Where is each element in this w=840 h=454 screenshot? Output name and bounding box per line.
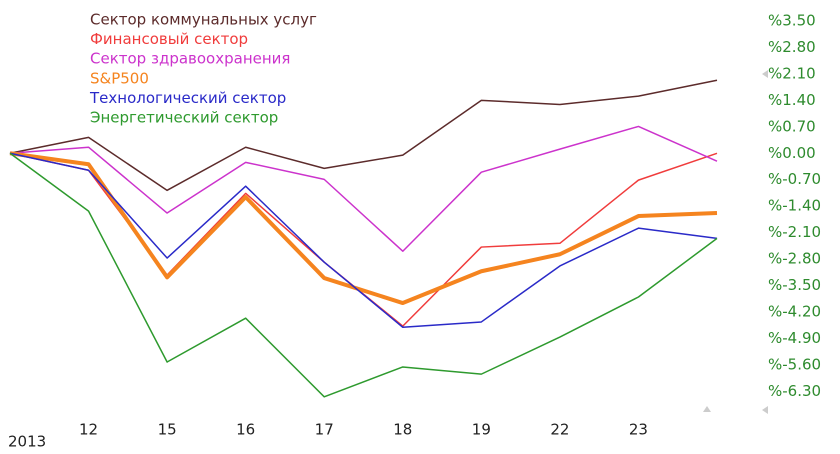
- x-tick-label: 12: [79, 421, 98, 439]
- x-tick-label: 16: [236, 421, 255, 439]
- x-tick-label: 22: [550, 421, 569, 439]
- y-tick-label: %2.10: [768, 64, 816, 82]
- line-series: [9, 152, 718, 328]
- scroll-arrow: [762, 406, 768, 414]
- legend-entry: Сектор коммунальных услуг: [90, 11, 317, 29]
- y-tick-label: %0.70: [768, 117, 816, 135]
- legend-entry: S&P500: [90, 69, 149, 87]
- legend-entry: Энергетический сектор: [90, 109, 278, 127]
- x-tick-label: 18: [393, 421, 412, 439]
- y-tick-label: %-0.70: [768, 170, 821, 188]
- line-series: [9, 152, 718, 327]
- y-tick-label: %-1.40: [768, 197, 821, 215]
- scroll-arrow: [762, 70, 768, 78]
- y-tick-label: %3.50: [768, 11, 816, 29]
- line-series: [9, 79, 718, 192]
- y-tick-label: %1.40: [768, 91, 816, 109]
- scroll-arrow: [703, 406, 711, 412]
- x-tick-label: 23: [629, 421, 648, 439]
- y-tick-label: %-3.50: [768, 276, 821, 294]
- legend-entry: Финансовый сектор: [90, 30, 248, 48]
- x-tick-label: 17: [315, 421, 334, 439]
- line-series: [9, 152, 718, 398]
- y-tick-label: %0.00: [768, 144, 816, 162]
- year-label: 2013: [8, 433, 46, 451]
- y-tick-label: %-2.80: [768, 250, 821, 268]
- y-tick-label: %2.80: [768, 38, 816, 56]
- y-tick-label: %-4.90: [768, 329, 821, 347]
- y-tick-label: %-5.60: [768, 356, 821, 374]
- line-series: [9, 151, 718, 306]
- legend-entry: Сектор здравоохранения: [90, 50, 290, 68]
- legend-entry: Технологический сектор: [89, 89, 286, 107]
- y-tick-label: %-6.30: [768, 382, 821, 400]
- x-tick-label: 19: [472, 421, 491, 439]
- y-tick-label: %-2.10: [768, 223, 821, 241]
- line-series: [9, 125, 718, 252]
- x-tick-label: 15: [158, 421, 177, 439]
- y-tick-label: %-4.20: [768, 303, 821, 321]
